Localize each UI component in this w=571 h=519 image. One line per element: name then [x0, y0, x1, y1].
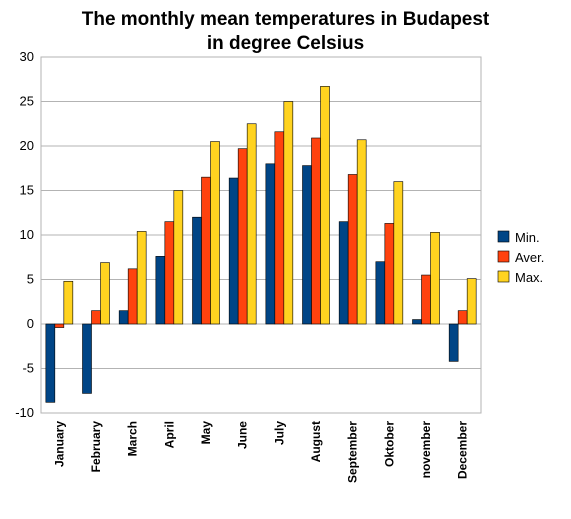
bar-aver [91, 310, 101, 325]
bar-max [466, 278, 477, 325]
frame-layer [40, 56, 482, 414]
y-tick-label: 5 [27, 272, 34, 287]
x-category-label: April [162, 421, 176, 448]
y-tick-label: 10 [20, 227, 34, 242]
bar-aver [311, 137, 321, 325]
bar-max [63, 280, 74, 325]
bar-min [412, 319, 422, 325]
bar-max [100, 262, 110, 325]
bar-aver [347, 174, 358, 325]
x-category-label: Oktober [382, 421, 396, 467]
legend-swatch [497, 230, 510, 243]
y-tick-label: 20 [20, 138, 34, 153]
bar-min [338, 221, 349, 325]
chart-title: The monthly mean temperatures in Budapes… [81, 9, 490, 30]
bar-aver [127, 268, 138, 325]
bar-max [283, 101, 294, 325]
legend-swatch [497, 250, 510, 263]
bar-min [118, 310, 129, 325]
x-category-label: December [456, 421, 470, 479]
grid-layer [41, 56, 481, 414]
bar-aver [457, 310, 468, 325]
y-tick-label: 0 [27, 316, 34, 331]
bar-min [375, 261, 386, 325]
x-category-label: november [419, 421, 433, 479]
bar-aver [421, 274, 431, 325]
bar-max [173, 190, 184, 325]
legend-label: Aver. [515, 250, 544, 265]
bar-min [155, 256, 166, 325]
plot-frame [40, 56, 482, 414]
bar-aver [164, 221, 175, 325]
x-category-label: March [126, 421, 140, 456]
legend-swatch [497, 270, 510, 283]
bar-min [45, 323, 56, 403]
bar-max [393, 181, 404, 325]
x-category-label: June [236, 421, 250, 449]
y-tick-label: 25 [20, 94, 34, 109]
labels-layer: 30 25 20 15 10 5 0 -5 -10 January February March Apr… [15, 49, 469, 483]
bar-aver [201, 176, 211, 325]
y-tick-label: 30 [20, 49, 34, 64]
bar-aver [54, 323, 65, 328]
bar-max [320, 86, 330, 325]
x-category-label: July [272, 421, 286, 445]
bar-aver [384, 223, 395, 325]
bars-layer [45, 86, 477, 403]
legend-label: Min. [515, 230, 540, 245]
legend: Min. Aver. Max. [497, 230, 544, 285]
bar-aver [237, 148, 248, 325]
legend-label: Max. [515, 270, 543, 285]
chart-subtitle: in degree Celsius [206, 33, 365, 54]
bar-max [136, 231, 147, 325]
y-tick-label: 15 [20, 183, 34, 198]
x-category-label: September [346, 421, 360, 483]
bar-max [246, 123, 257, 325]
bar-aver [274, 131, 285, 325]
y-tick-label: -10 [15, 405, 34, 420]
x-category-label: January [52, 421, 66, 467]
bar-min [265, 163, 276, 325]
x-category-label: May [199, 421, 213, 445]
bar-max [430, 232, 440, 325]
bar-min [302, 165, 312, 325]
x-category-label: August [309, 421, 323, 462]
bar-max [210, 141, 220, 325]
bar-max [356, 139, 367, 325]
bar-min [82, 323, 92, 394]
bar-min [448, 323, 459, 362]
x-category-label: February [89, 421, 103, 473]
y-tick-label: -5 [22, 361, 34, 376]
bar-min [192, 216, 202, 325]
bar-min [228, 177, 239, 325]
